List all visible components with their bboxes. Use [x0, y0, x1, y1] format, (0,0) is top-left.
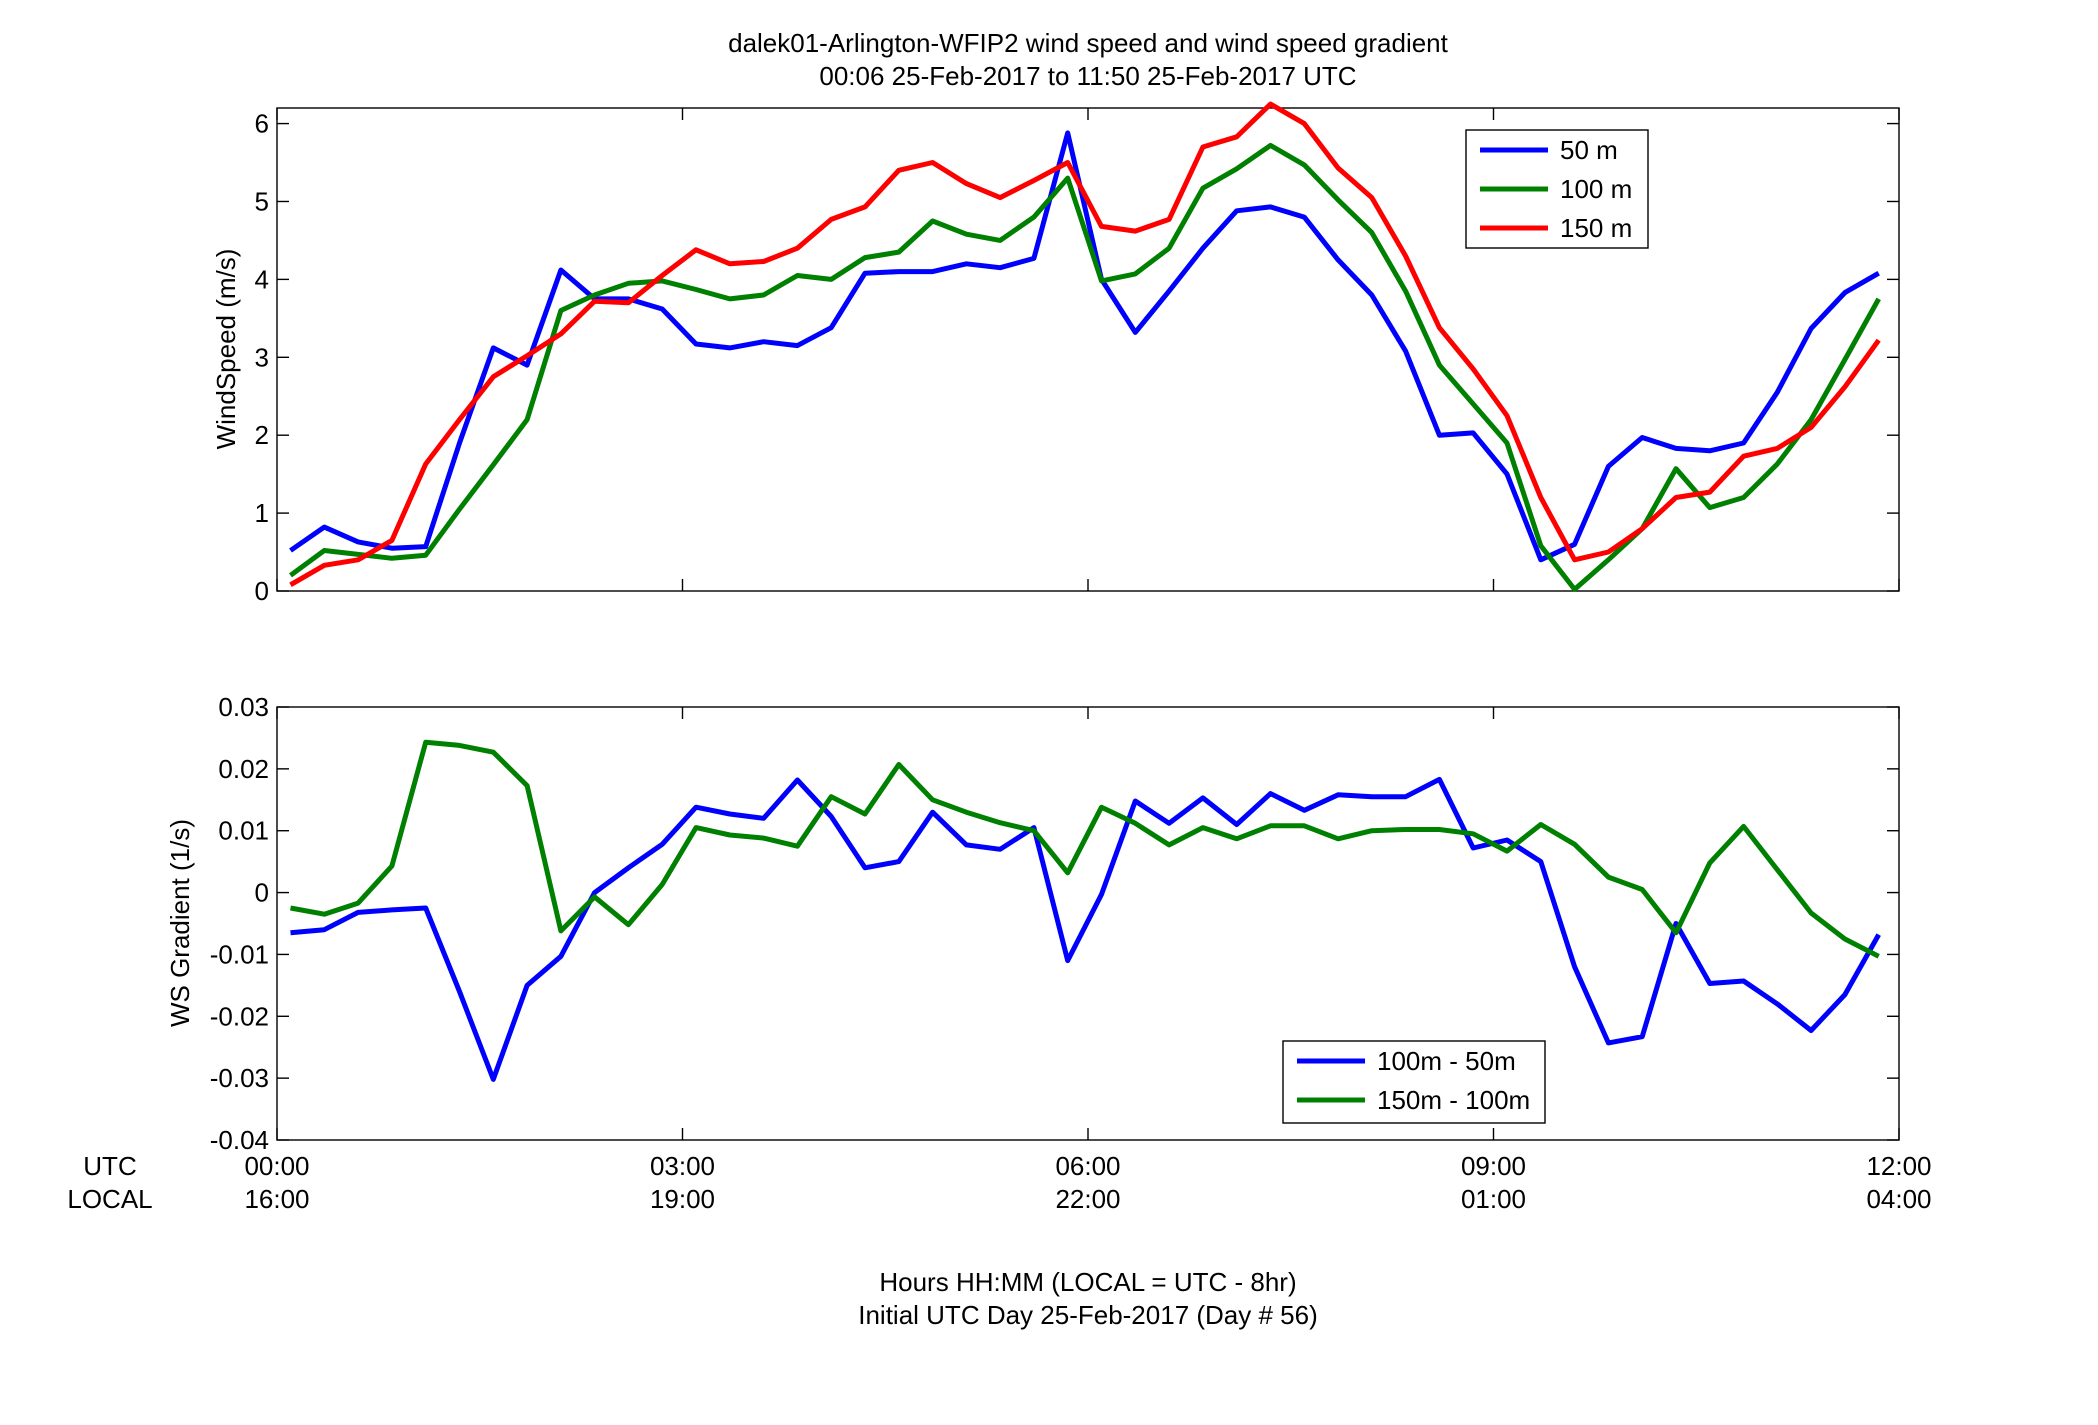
windspeed-legend-label: 50 m [1560, 135, 1618, 165]
local-tick-label: 22:00 [1055, 1184, 1120, 1214]
gradient-legend-label: 150m - 100m [1377, 1085, 1530, 1115]
windspeed-legend-label: 150 m [1560, 213, 1632, 243]
figure-title-line2: 00:06 25-Feb-2017 to 11:50 25-Feb-2017 U… [819, 61, 1356, 91]
windspeed-x-ticks [276, 108, 1900, 591]
windspeed-y-tick-label: 4 [255, 264, 269, 294]
local-row-label: LOCAL [67, 1184, 152, 1214]
gradient-y-ticks: -0.04 -0.03 -0.02 -0.01 0 0.01 0.02 0.03 [210, 692, 1899, 1155]
gradient-x-ticks [276, 707, 1900, 1140]
windspeed-y-tick-label: 0 [255, 576, 269, 606]
gradient-series-line-150m-100m [290, 739, 1880, 959]
gradient-legend-box [1282, 1040, 1546, 1124]
gradient-series [290, 739, 1881, 1082]
windspeed-legend-label: 100 m [1560, 174, 1632, 204]
windspeed-plot: 0 1 2 3 4 5 6 WindSpeed (m/s) 50 m 100 m 150 m [211, 101, 1900, 606]
windspeed-legend-items: 50 m 100 m 150 m [1480, 135, 1632, 243]
x-axis-label-line1: Hours HH:MM (LOCAL = UTC - 8hr) [879, 1267, 1296, 1297]
utc-tick-label: 00:00 [244, 1151, 309, 1181]
windspeed-y-axis-label: WindSpeed (m/s) [211, 249, 241, 450]
gradient-y-tick-label: 0.01 [218, 816, 269, 846]
gradient-plot: -0.04 -0.03 -0.02 -0.01 0 0.01 0.02 0.03 WS Gra… [165, 692, 1900, 1155]
windspeed-y-tick-label: 2 [255, 420, 269, 450]
gradient-legend-items: 100m - 50m 150m - 100m [1297, 1046, 1530, 1115]
utc-tick-label: 06:00 [1055, 1151, 1120, 1181]
gradient-y-tick-label: -0.03 [210, 1063, 269, 1093]
local-tick-label: 01:00 [1461, 1184, 1526, 1214]
windspeed-series-line-50-m [289, 130, 1880, 563]
gradient-y-tick-label: 0.02 [218, 754, 269, 784]
gradient-y-tick-label: -0.04 [210, 1125, 269, 1155]
x-axis-label-line2: Initial UTC Day 25-Feb-2017 (Day # 56) [858, 1300, 1318, 1330]
windspeed-y-tick-label: 6 [255, 109, 269, 139]
windspeed-y-tick-label: 3 [255, 342, 269, 372]
windspeed-y-tick-label: 1 [255, 498, 269, 528]
utc-tick-label: 03:00 [650, 1151, 715, 1181]
gradient-y-axis-label: WS Gradient (1/s) [165, 819, 195, 1027]
local-tick-label: 04:00 [1866, 1184, 1931, 1214]
gradient-legend-label: 100m - 50m [1377, 1046, 1516, 1076]
windspeed-y-tick-label: 5 [255, 186, 269, 216]
windspeed-y-ticks: 0 1 2 3 4 5 6 [255, 109, 1899, 606]
gradient-y-tick-label: 0.03 [218, 692, 269, 722]
windspeed-series-line-100-m [289, 142, 1881, 592]
windspeed-legend: 50 m 100 m 150 m [1465, 129, 1649, 249]
gradient-y-tick-label: -0.02 [210, 1001, 269, 1031]
windspeed-series-line-150-m [289, 101, 1881, 587]
gradient-y-tick-label: -0.01 [210, 939, 269, 969]
figure-title-line1: dalek01-Arlington-WFIP2 wind speed and w… [728, 28, 1449, 58]
utc-row-label: UTC [83, 1151, 136, 1181]
utc-tick-label: 12:00 [1866, 1151, 1931, 1181]
gradient-y-tick-label: 0 [255, 878, 269, 908]
gradient-legend: 100m - 50m 150m - 100m [1282, 1040, 1546, 1124]
gradient-series-line-100m-50m [290, 776, 1881, 1082]
local-tick-label: 16:00 [244, 1184, 309, 1214]
windspeed-series [289, 101, 1881, 592]
utc-tick-label: 09:00 [1461, 1151, 1526, 1181]
local-tick-label: 19:00 [650, 1184, 715, 1214]
